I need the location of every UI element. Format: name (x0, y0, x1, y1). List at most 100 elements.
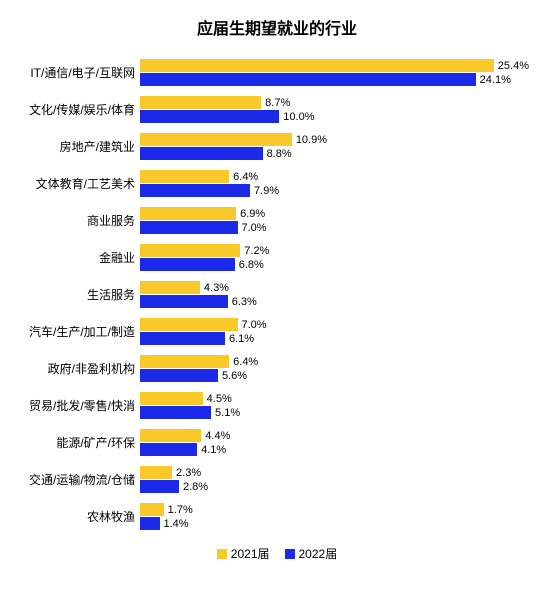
bar-a (140, 244, 240, 257)
chart-row: 贸易/批发/零售/快消 4.5% 5.1% (20, 392, 534, 419)
bar-group: 6.4%7.9% (140, 170, 534, 197)
chart-row: 房地产/建筑业 10.9% 8.8% (20, 133, 534, 160)
value-label: 8.7% (265, 97, 290, 109)
value-label: 4.5% (207, 393, 232, 405)
value-label: 6.1% (229, 333, 254, 345)
bar-wrap: 8.7% (140, 96, 534, 109)
value-label: 24.1% (480, 74, 511, 86)
bar-wrap: 6.1% (140, 332, 534, 345)
bar-a (140, 59, 494, 72)
bar-wrap: 5.6% (140, 369, 534, 382)
bar-b (140, 221, 238, 234)
bar-a (140, 96, 261, 109)
value-label: 6.8% (239, 259, 264, 271)
bar-b (140, 369, 218, 382)
bar-a (140, 281, 200, 294)
bar-b (140, 184, 250, 197)
bar-b (140, 73, 476, 86)
bar-b (140, 332, 225, 345)
bar-b (140, 258, 235, 271)
bar-wrap: 1.7% (140, 503, 534, 516)
bar-group: 7.0% 6.1% (140, 318, 534, 345)
bar-wrap: 7.0% (140, 318, 534, 331)
value-label: 4.4% (205, 430, 230, 442)
bar-b (140, 480, 179, 493)
legend-swatch-icon (217, 549, 227, 559)
bar-group: 6.4% 5.6% (140, 355, 534, 382)
bar-wrap: 4.3% (140, 281, 534, 294)
legend: 2021届 2022届 (20, 545, 534, 562)
bar-wrap: 1.4% (140, 517, 534, 530)
chart-row: 能源/矿产/环保 4.4% 4.1% (20, 429, 534, 456)
bar-wrap: 2.3% (140, 466, 534, 479)
chart-title: 应届生期望就业的行业 (20, 15, 534, 39)
category-label: 贸易/批发/零售/快消 (20, 397, 140, 414)
category-label: 文体教育/工艺美术 (20, 175, 140, 192)
legend-label: 2022届 (299, 545, 338, 562)
bar-wrap: 4.5% (140, 392, 534, 405)
chart-row: 文化/传媒/娱乐/体育8.7%10.0% (20, 96, 534, 123)
value-label: 5.6% (222, 370, 247, 382)
bar-a (140, 503, 164, 516)
chart-row: 生活服务4.3%6.3% (20, 281, 534, 308)
bar-wrap: 7.0% (140, 221, 534, 234)
value-label: 6.9% (240, 208, 265, 220)
chart-row: 商业服务 6.9% 7.0% (20, 207, 534, 234)
value-label: 5.1% (215, 407, 240, 419)
category-label: 政府/非盈利机构 (20, 360, 140, 377)
chart-container: 应届生期望就业的行业 IT/通信/电子/互联网25.4%24.1%文化/传媒/娱… (0, 0, 554, 572)
value-label: 2.8% (183, 481, 208, 493)
legend-label: 2021届 (231, 545, 270, 562)
value-label: 7.0% (242, 319, 267, 331)
chart-rows: IT/通信/电子/互联网25.4%24.1%文化/传媒/娱乐/体育8.7%10.… (20, 59, 534, 530)
bar-wrap: 4.4% (140, 429, 534, 442)
bar-b (140, 443, 197, 456)
legend-item: 2022届 (285, 545, 338, 562)
bar-wrap: 24.1% (140, 73, 534, 86)
bar-wrap: 6.9% (140, 207, 534, 220)
bar-group: 7.2%6.8% (140, 244, 534, 271)
bar-group: 8.7% 10.0% (140, 96, 534, 123)
category-label: 汽车/生产/加工/制造 (20, 323, 140, 340)
bar-group: 4.5% 5.1% (140, 392, 534, 419)
bar-wrap: 7.9% (140, 184, 534, 197)
bar-a (140, 207, 236, 220)
bar-a (140, 318, 238, 331)
value-label: 10.0% (283, 111, 314, 123)
legend-swatch-icon (285, 549, 295, 559)
chart-row: 金融业7.2%6.8% (20, 244, 534, 271)
value-label: 4.1% (201, 444, 226, 456)
bar-b (140, 147, 263, 160)
category-label: 房地产/建筑业 (20, 138, 140, 155)
chart-row: 文体教育/工艺美术6.4%7.9% (20, 170, 534, 197)
bar-wrap: 25.4% (140, 59, 534, 72)
bar-wrap: 6.3% (140, 295, 534, 308)
value-label: 2.3% (176, 467, 201, 479)
value-label: 7.0% (242, 222, 267, 234)
bar-wrap: 6.4% (140, 355, 534, 368)
category-label: 生活服务 (20, 286, 140, 303)
value-label: 1.4% (164, 518, 189, 530)
category-label: 能源/矿产/环保 (20, 434, 140, 451)
bar-wrap: 10.9% (140, 133, 534, 146)
category-label: 交通/运输/物流/仓储 (20, 471, 140, 488)
bar-wrap: 6.8% (140, 258, 534, 271)
category-label: IT/通信/电子/互联网 (20, 64, 140, 81)
bar-group: 4.3%6.3% (140, 281, 534, 308)
bar-wrap: 2.8% (140, 480, 534, 493)
chart-row: 汽车/生产/加工/制造 7.0% 6.1% (20, 318, 534, 345)
category-label: 农林牧渔 (20, 508, 140, 525)
bar-a (140, 133, 292, 146)
value-label: 8.8% (267, 148, 292, 160)
value-label: 10.9% (296, 134, 327, 146)
bar-a (140, 392, 203, 405)
bar-a (140, 355, 229, 368)
bar-group: 4.4% 4.1% (140, 429, 534, 456)
chart-row: 农林牧渔1.7% 1.4% (20, 503, 534, 530)
legend-item: 2021届 (217, 545, 270, 562)
bar-b (140, 295, 228, 308)
bar-group: 1.7% 1.4% (140, 503, 534, 530)
bar-a (140, 466, 172, 479)
category-label: 商业服务 (20, 212, 140, 229)
bar-group: 6.9% 7.0% (140, 207, 534, 234)
